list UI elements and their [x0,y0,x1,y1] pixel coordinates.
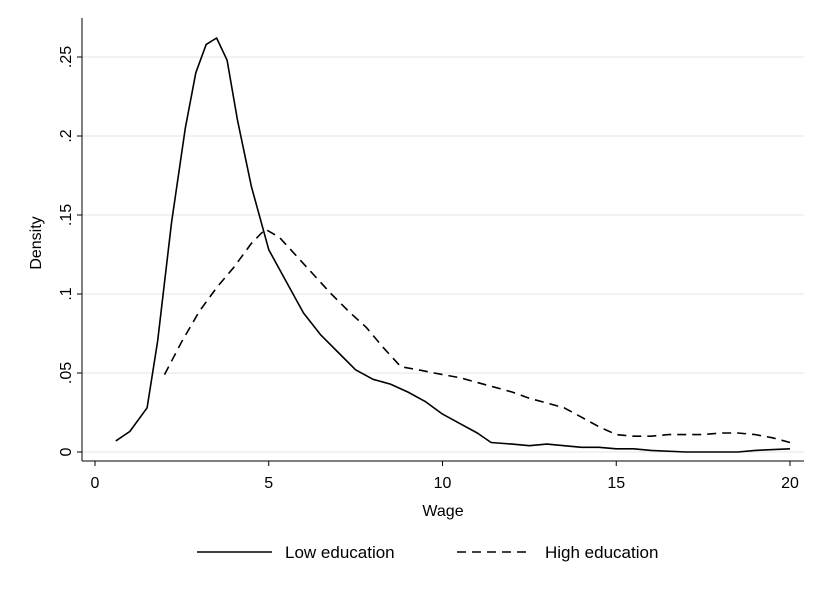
legend: Low education High education [197,543,658,562]
series-line-high-education [163,228,791,444]
y-tick-label: 0 [58,447,75,456]
x-tick-label: 5 [264,475,273,492]
y-tick-label: .15 [58,204,75,226]
y-tick-label: .05 [58,362,75,384]
series-lines [115,37,791,453]
tick-labels: 0 .05 .1 .15 .2 .25 0 5 10 15 20 [58,46,799,492]
x-axis-title: Wage [422,503,463,520]
y-axis-title: Density [28,216,45,269]
x-tick-label: 0 [91,475,100,492]
y-tick-label: .2 [58,129,75,142]
x-tick-label: 20 [781,475,799,492]
y-tick-label: .25 [58,46,75,68]
series-line-low-education [115,37,791,453]
x-tick-label: 10 [434,475,452,492]
legend-label-high-education: High education [545,543,658,562]
y-tick-label: .1 [58,287,75,300]
axes [77,18,804,466]
x-tick-label: 15 [607,475,625,492]
legend-label-low-education: Low education [285,543,395,562]
